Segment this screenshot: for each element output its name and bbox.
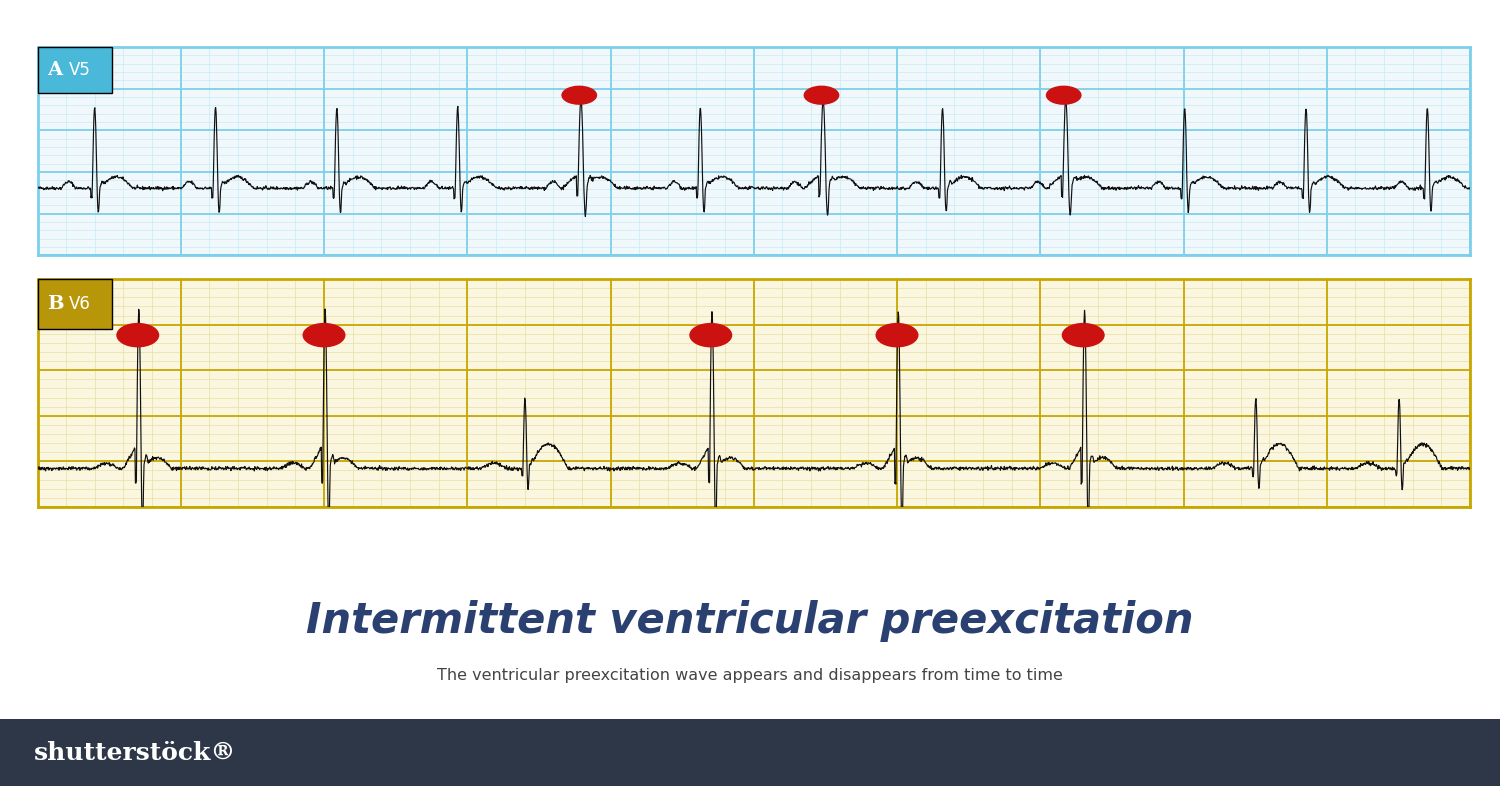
Ellipse shape <box>690 323 732 347</box>
Ellipse shape <box>303 323 345 347</box>
Text: shutterstöck®: shutterstöck® <box>33 740 237 765</box>
Ellipse shape <box>804 86 840 105</box>
Text: Intermittent ventricular preexcitation: Intermittent ventricular preexcitation <box>306 600 1194 642</box>
Text: B: B <box>48 295 64 313</box>
Text: A: A <box>48 61 63 79</box>
Ellipse shape <box>876 323 918 347</box>
FancyBboxPatch shape <box>38 47 112 93</box>
Ellipse shape <box>117 323 159 347</box>
Text: The ventricular preexcitation wave appears and disappears from time to time: The ventricular preexcitation wave appea… <box>436 668 1064 684</box>
Text: V6: V6 <box>69 295 92 313</box>
FancyBboxPatch shape <box>38 279 112 329</box>
Ellipse shape <box>561 86 597 105</box>
Ellipse shape <box>1046 86 1082 105</box>
Text: V5: V5 <box>69 61 92 79</box>
Ellipse shape <box>1062 323 1104 347</box>
